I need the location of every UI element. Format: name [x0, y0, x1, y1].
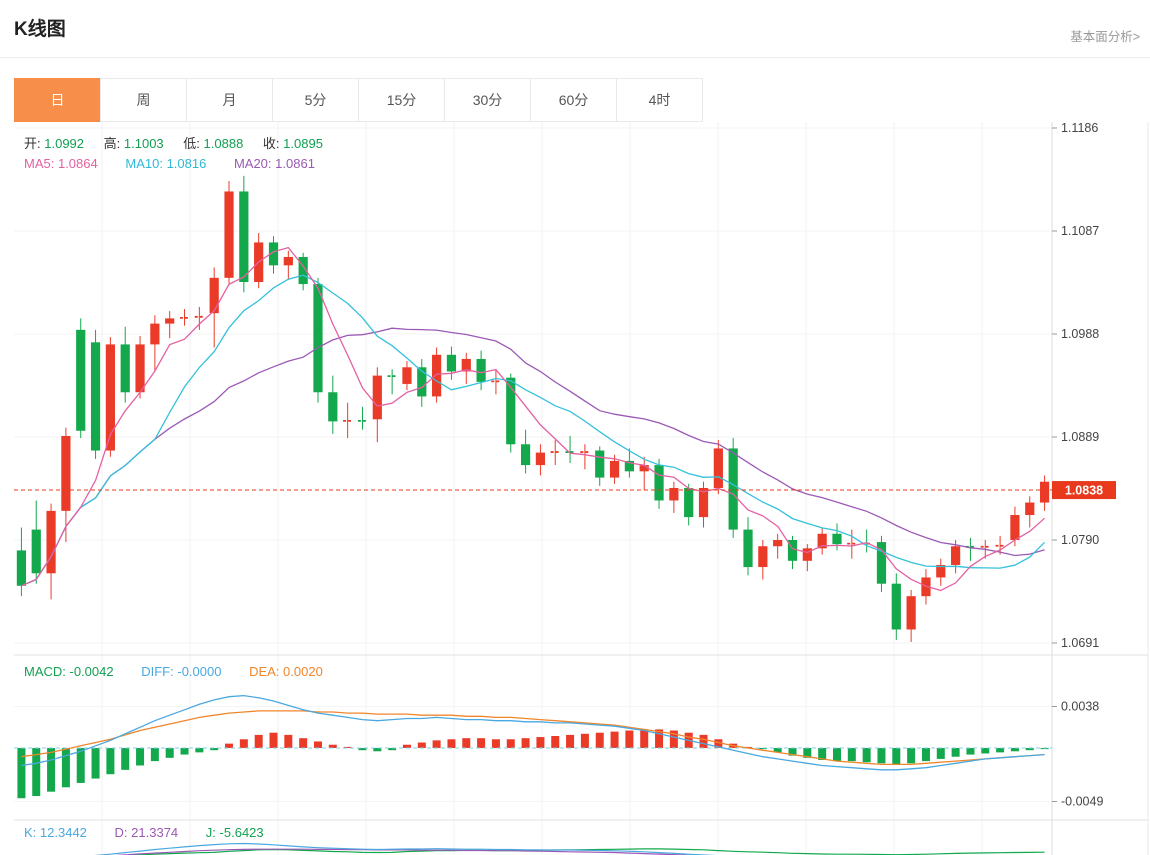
ma10-readout: MA10: 1.0816: [125, 156, 207, 171]
macd-readout: MACD: -0.0042: [24, 664, 114, 679]
ohlc-open: 开: 1.0992: [24, 136, 85, 151]
ma-legend: MA5: 1.0864 MA10: 1.0816 MA20: 1.0861: [24, 156, 339, 171]
tab-5min[interactable]: 5分: [272, 78, 359, 122]
kdj-legend: K: 12.3442 D: 21.3374 J: -5.6423: [24, 825, 288, 840]
ma20-readout: MA20: 1.0861: [233, 156, 315, 171]
kdj-k-readout: K: 12.3442: [24, 825, 87, 840]
price-axis-label: 1.0790: [1061, 533, 1099, 547]
price-axis-label: 1.0988: [1061, 327, 1099, 341]
tab-60min[interactable]: 60分: [530, 78, 617, 122]
timeframe-tabs: 日周月 5分 15分 30分 60分 4时: [14, 78, 703, 122]
tab-week[interactable]: 周: [100, 78, 187, 122]
candles-layer[interactable]: [16, 175, 1050, 642]
tab-15min[interactable]: 15分: [358, 78, 445, 122]
ma5-readout: MA5: 1.0864: [24, 156, 98, 171]
ohlc-low: 低: 1.0888: [183, 136, 244, 151]
gridlines: [14, 122, 1052, 855]
tab-30min[interactable]: 30分: [444, 78, 531, 122]
macd-panel[interactable]: 0.0038 -0.0049: [14, 694, 1103, 809]
tab-4hour[interactable]: 4时: [616, 78, 703, 122]
macd-axis-label: 0.0038: [1061, 700, 1099, 714]
last-price-tag-text: 1.0838: [1065, 484, 1103, 498]
price-axis-label: 1.1186: [1061, 121, 1098, 135]
ohlc-high: 高: 1.1003: [103, 136, 164, 151]
dea-readout: DEA: 0.0020: [249, 664, 323, 679]
kdj-d-readout: D: 21.3374: [114, 825, 179, 840]
price-axis-label: 1.0691: [1061, 636, 1099, 650]
diff-readout: DIFF: -0.0000: [141, 664, 222, 679]
price-axis: 1.1186 1.1087 1.0988 1.0889 1.0790 1.0691: [1052, 121, 1099, 650]
macd-axis-label: -0.0049: [1061, 795, 1103, 809]
ohlc-close: 收: 1.0895: [262, 136, 323, 151]
tab-month[interactable]: 月: [186, 78, 273, 122]
tab-day[interactable]: 日: [14, 78, 101, 122]
ohlc-legend: 开: 1.0992 高: 1.1003 低: 1.0888 收: 1.0895: [24, 133, 339, 152]
last-price-marker: 1.0838: [14, 481, 1116, 500]
price-axis-label: 1.1087: [1061, 224, 1099, 238]
fundamental-analysis-link[interactable]: 基本面分析>: [1070, 30, 1140, 44]
header-divider: [0, 57, 1150, 58]
kdj-panel[interactable]: [21, 842, 1045, 855]
price-axis-label: 1.0889: [1061, 430, 1099, 444]
macd-legend: MACD: -0.0042 DIFF: -0.0000 DEA: 0.0020: [24, 664, 347, 679]
page-title: K线图: [14, 19, 66, 40]
ma-lines-layer: [21, 246, 1046, 592]
kdj-j-readout: J: -5.6423: [205, 825, 264, 840]
last-price-tag: [1052, 481, 1116, 500]
